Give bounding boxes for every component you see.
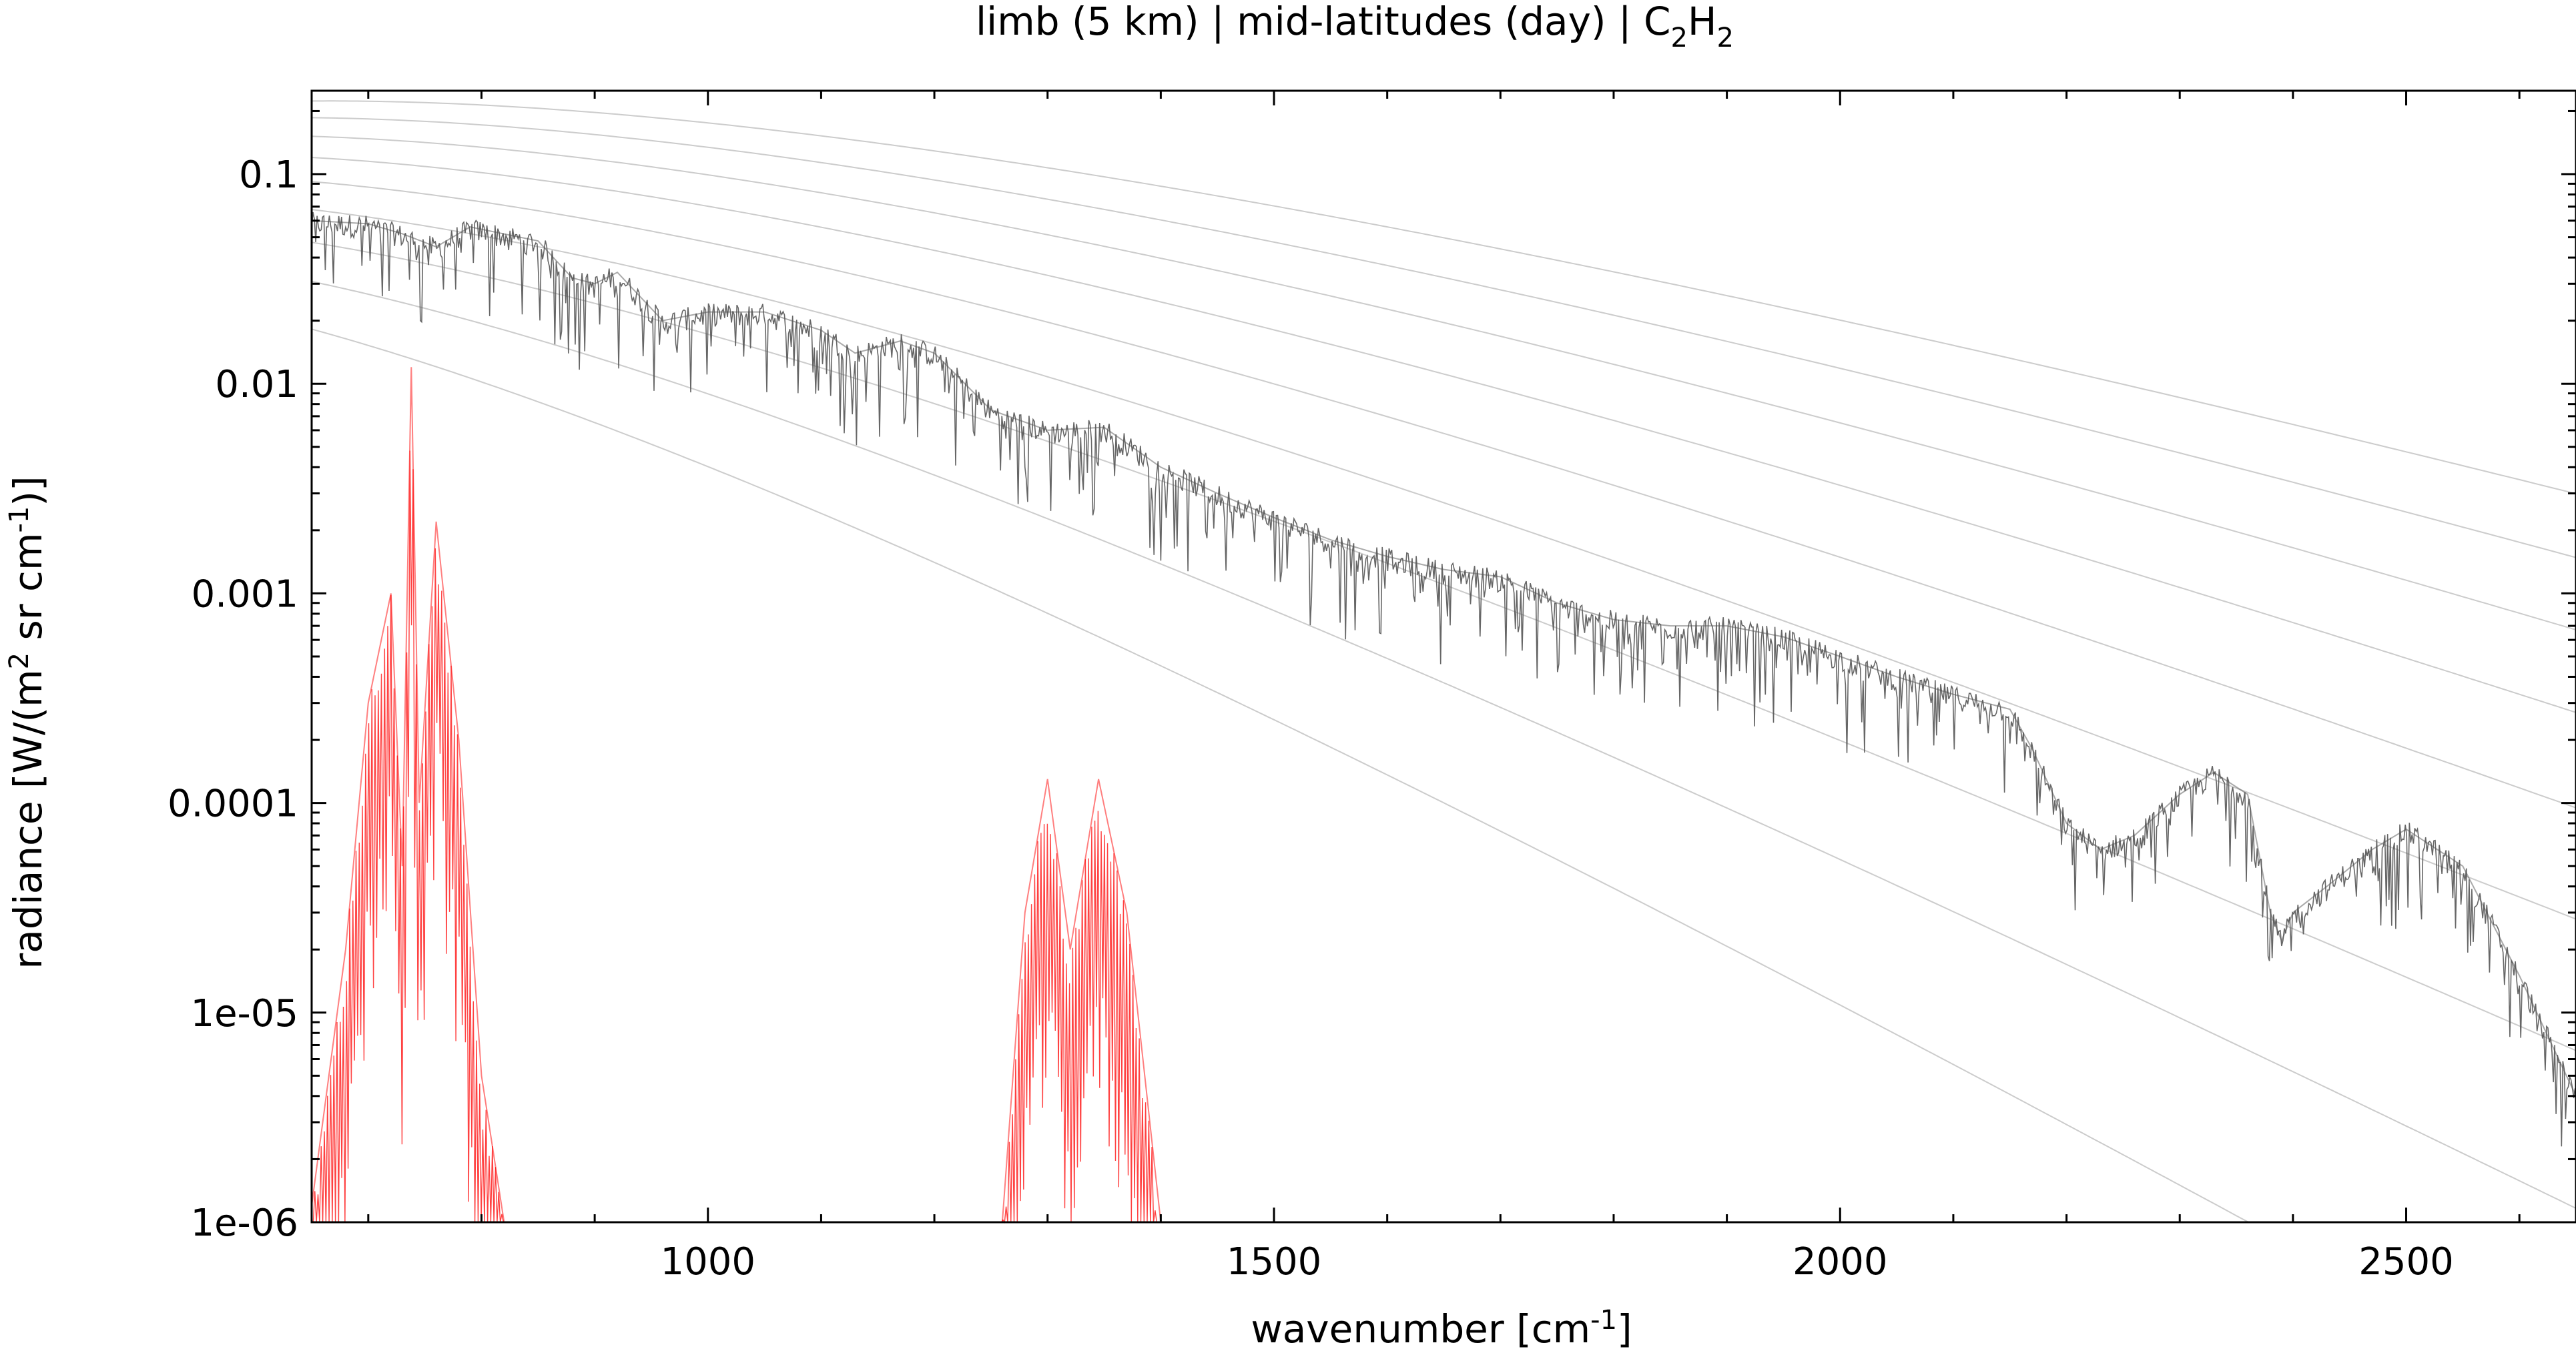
- planck-curve: [311, 157, 2576, 713]
- planck-reference-curves: [311, 100, 2576, 1223]
- x-tick-label: 2000: [1793, 1240, 1888, 1284]
- y-tick-label: 1e-05: [190, 992, 298, 1035]
- x-tick-label: 1500: [1227, 1240, 1322, 1284]
- x-axis-ticks: 1000 1500 2000 2500: [367, 91, 2521, 1284]
- series-line: [311, 211, 2576, 1147]
- x-tick-label: 1000: [661, 1240, 756, 1284]
- planck-curve: [311, 209, 2576, 920]
- planck-curve: [311, 117, 2576, 558]
- y-tick-label: 0.01: [215, 363, 298, 406]
- series-envelope: [311, 367, 1162, 1223]
- chart-title: limb (5 km) | mid-latitudes (day) | C2H2: [976, 0, 1734, 53]
- series-line: [996, 811, 1167, 1224]
- x-tick-label: 2500: [2358, 1240, 2454, 1284]
- planck-curve: [311, 181, 2576, 809]
- plot-area: [311, 100, 2576, 1224]
- plot-frame: [310, 89, 2576, 1224]
- y-axis-label: radiance [W/(m2 sr cm-1)]: [4, 476, 51, 969]
- planck-curve: [311, 280, 2576, 1210]
- planck-curve: [311, 135, 2576, 630]
- x-axis-label: wavenumber [cm-1]: [1251, 1305, 1632, 1352]
- y-tick-label: 0.001: [192, 572, 298, 616]
- planck-curve: [311, 328, 2248, 1223]
- y-tick-label: 0.0001: [168, 783, 298, 826]
- series-line: [312, 450, 505, 1223]
- y-tick-label: 0.1: [239, 153, 298, 197]
- planck-curve: [311, 242, 2576, 1051]
- y-axis-ticks: 0.1 0.01 0.001 0.0001 1e-05 1e-06: [168, 109, 2576, 1245]
- series-group: [311, 211, 2576, 1224]
- planck-curve: [312, 100, 2576, 494]
- series-envelope: [311, 219, 2576, 1097]
- y-tick-label: 1e-06: [190, 1202, 298, 1245]
